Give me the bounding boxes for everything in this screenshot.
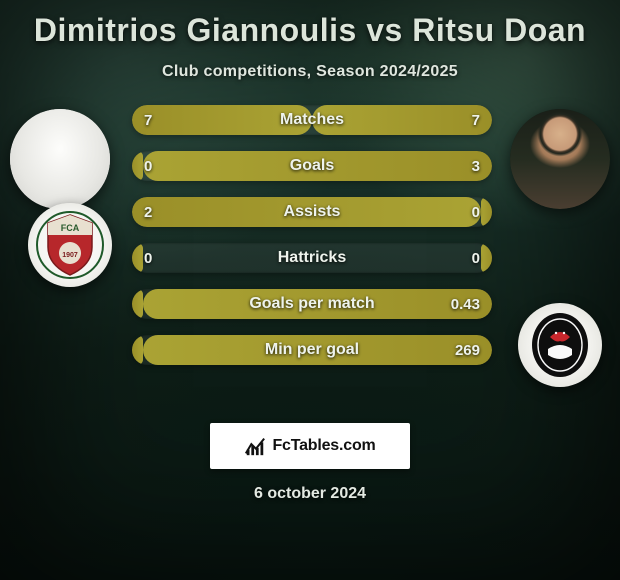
club-badge-left: FCA 1907 (28, 203, 112, 287)
branding-text: FcTables.com (272, 437, 375, 455)
stat-label: Hattricks (132, 243, 492, 273)
avatar-portrait (510, 109, 610, 209)
subtitle: Club competitions, Season 2024/2025 (0, 63, 620, 81)
player-avatar-left (10, 109, 110, 209)
scf-badge-icon (518, 303, 602, 387)
stat-bars: 77Matches 03Goals 20Assists 00Hattricks 0.43… (132, 105, 492, 381)
fca-badge-icon: FCA 1907 (28, 203, 112, 287)
svg-text:FCA: FCA (61, 223, 80, 233)
club-badge-right (518, 303, 602, 387)
stat-label: Goals (132, 151, 492, 181)
stat-label: Min per goal (132, 335, 492, 365)
chart-icon (244, 435, 266, 457)
player-avatar-right (510, 109, 610, 209)
stat-label: Assists (132, 197, 492, 227)
stat-row: 00Hattricks (132, 243, 492, 273)
stat-row: 03Goals (132, 151, 492, 181)
branding-badge[interactable]: FcTables.com (210, 423, 410, 469)
svg-text:1907: 1907 (62, 252, 78, 259)
stat-row: 20Assists (132, 197, 492, 227)
stat-label: Matches (132, 105, 492, 135)
stat-label: Goals per match (132, 289, 492, 319)
comparison-arena: FCA 1907 77Matches03Goals20Assists00Hatt… (0, 109, 620, 389)
content: Dimitrios Giannoulis vs Ritsu Doan Club … (0, 0, 620, 580)
date-label: 6 october 2024 (0, 485, 620, 503)
page-title: Dimitrios Giannoulis vs Ritsu Doan (0, 0, 620, 49)
stat-row: 77Matches (132, 105, 492, 135)
stat-row: 269Min per goal (132, 335, 492, 365)
avatar-placeholder (10, 109, 110, 209)
stat-row: 0.43Goals per match (132, 289, 492, 319)
